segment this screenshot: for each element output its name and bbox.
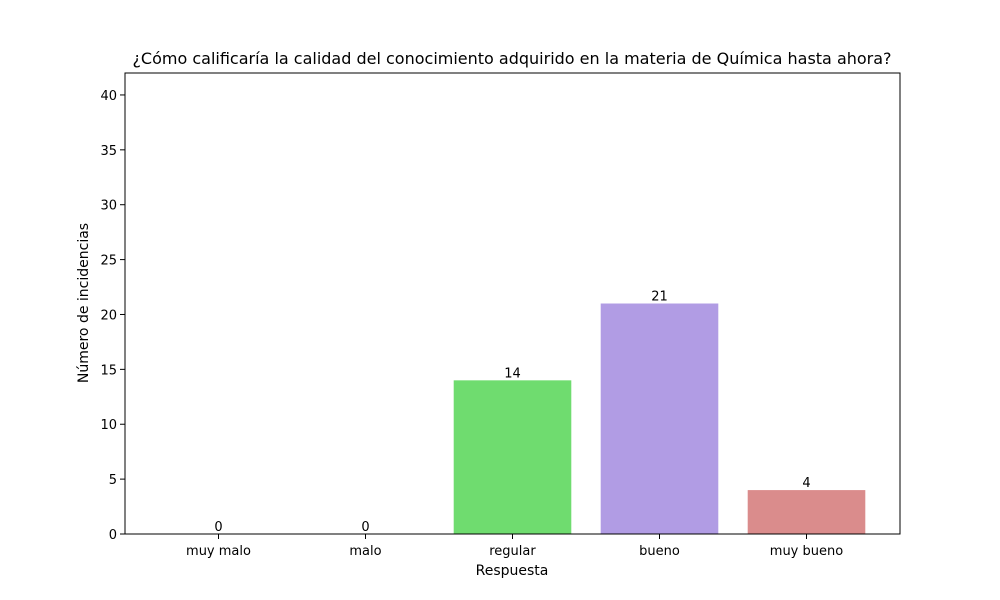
x-axis-ticks: muy malo malo regular bueno muy bueno (186, 534, 843, 559)
chart-title: ¿Cómo calificaría la calidad del conocim… (132, 49, 891, 68)
y-axis-ticks: 0 5 10 15 20 25 30 35 40 (100, 89, 125, 543)
bar-3 (600, 303, 719, 534)
y-tick-label-8: 40 (100, 89, 117, 104)
y-tick-label-0: 0 (109, 528, 117, 543)
y-tick-label-3: 15 (100, 363, 117, 378)
y-tick-label-5: 25 (100, 254, 117, 269)
x-tick-label-3: bueno (639, 544, 680, 559)
y-axis-label: Número de incidencias (76, 223, 92, 383)
bar-value-label-3: 21 (651, 290, 668, 305)
x-tick-label-2: regular (489, 544, 536, 559)
y-tick-label-4: 20 (100, 308, 117, 323)
data-labels-group: 0 0 14 21 4 (214, 290, 810, 536)
y-tick-label-7: 35 (100, 144, 117, 159)
x-axis-label: Respuesta (476, 563, 549, 579)
bar-value-label-4: 4 (802, 476, 810, 491)
y-tick-label-6: 30 (100, 199, 117, 214)
bar-2 (453, 380, 572, 534)
bar-4 (747, 490, 866, 534)
x-tick-label-4: muy bueno (770, 544, 843, 559)
bars-group (453, 303, 866, 534)
x-tick-label-0: muy malo (186, 544, 251, 559)
x-tick-label-1: malo (349, 544, 381, 559)
bar-value-label-1: 0 (361, 520, 369, 535)
y-tick-label-2: 10 (100, 418, 117, 433)
bar-value-label-0: 0 (214, 520, 222, 535)
bar-value-label-2: 14 (504, 366, 521, 381)
y-tick-label-1: 5 (109, 473, 117, 488)
